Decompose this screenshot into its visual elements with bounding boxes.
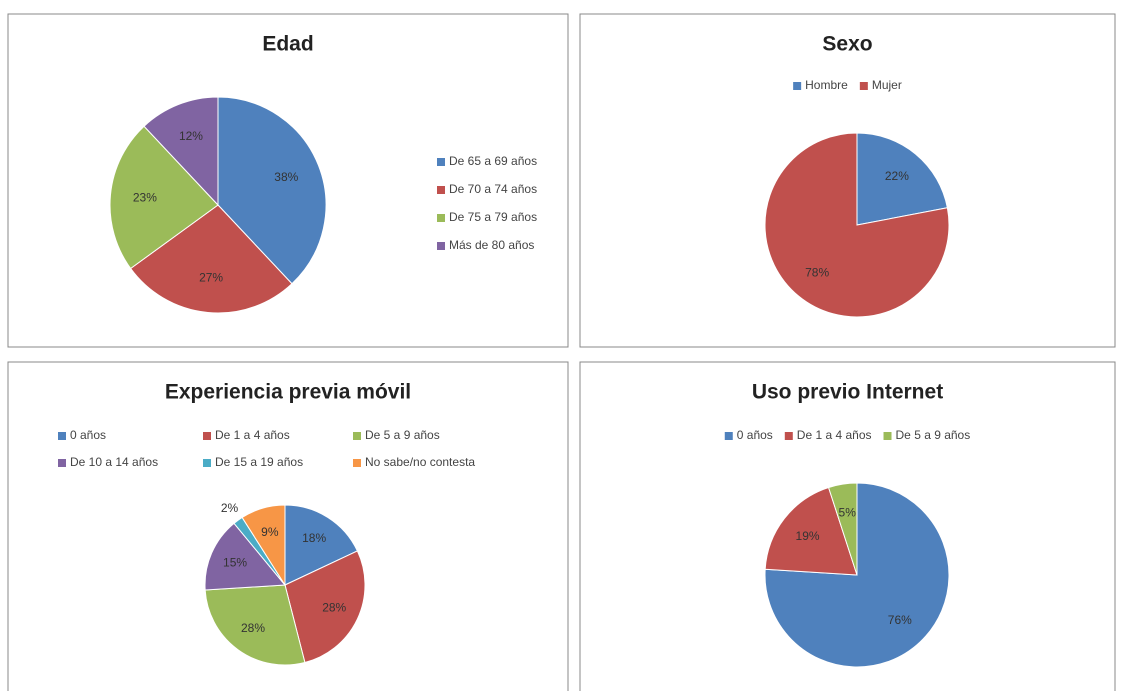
data-label: 78% (805, 265, 829, 279)
chart-title: Experiencia previa móvil (165, 381, 411, 404)
data-label: 28% (241, 621, 265, 635)
pie-slice (764, 132, 950, 318)
legend-label: Mujer (872, 78, 902, 92)
data-label: 12% (179, 129, 203, 143)
data-label: 19% (796, 529, 820, 543)
data-label: 2% (221, 501, 239, 515)
data-label: 18% (302, 531, 326, 545)
pie-slice (129, 204, 293, 314)
pie-slice (143, 96, 219, 207)
legend-swatch (859, 82, 868, 90)
data-label: 5% (839, 505, 857, 519)
pie-slice (204, 584, 306, 666)
legend-swatch (353, 432, 361, 440)
pie-slice (217, 96, 327, 285)
legend-swatch (437, 242, 445, 250)
legend-label: De 10 a 14 años (70, 455, 158, 469)
data-label: 23% (133, 190, 157, 204)
legend-label: 0 años (70, 428, 106, 442)
legend-label: Más de 80 años (449, 238, 534, 252)
legend-swatch (784, 432, 793, 440)
legend-label: No sabe/no contesta (365, 455, 475, 469)
legend-label: De 5 a 9 años (896, 428, 971, 442)
legend-swatch (883, 432, 892, 440)
legend-swatch (437, 158, 445, 166)
legend-swatch (58, 459, 66, 467)
pie-slice (284, 550, 366, 664)
legend-label: De 65 a 69 años (449, 154, 537, 168)
pie-slice (241, 504, 286, 587)
legend-label: De 75 a 79 años (449, 210, 537, 224)
legend-swatch (437, 214, 445, 222)
legend-label: 0 años (737, 428, 773, 442)
pie-slice (109, 125, 219, 270)
legend-label: De 1 a 4 años (215, 428, 290, 442)
chart-title: Edad (262, 33, 313, 56)
legend-label: De 15 a 19 años (215, 455, 303, 469)
pie-slice (204, 522, 287, 591)
pie-slice (827, 482, 858, 576)
data-label: 15% (223, 556, 247, 570)
legend-label: De 5 a 9 años (365, 428, 440, 442)
legend-swatch (437, 186, 445, 194)
data-label: 22% (885, 169, 909, 183)
data-label: 28% (322, 600, 346, 614)
pie-slice (284, 504, 359, 586)
legend-swatch (203, 459, 211, 467)
pie-slice (764, 486, 858, 576)
chart-title: Sexo (822, 33, 872, 56)
legend-swatch (724, 432, 733, 440)
legend-swatch (203, 432, 211, 440)
pie-slice (856, 132, 948, 226)
data-label: 76% (888, 613, 912, 627)
legend-label: Hombre (805, 78, 848, 92)
chart-title: Uso previo Internet (752, 381, 943, 404)
data-label: 38% (274, 170, 298, 184)
data-label: 9% (261, 525, 279, 539)
legend-swatch (353, 459, 361, 467)
legend-swatch (58, 432, 66, 440)
legend-swatch (793, 82, 802, 90)
data-label: 27% (199, 270, 223, 284)
legend-label: De 1 a 4 años (797, 428, 872, 442)
legend-label: De 70 a 74 años (449, 182, 537, 196)
